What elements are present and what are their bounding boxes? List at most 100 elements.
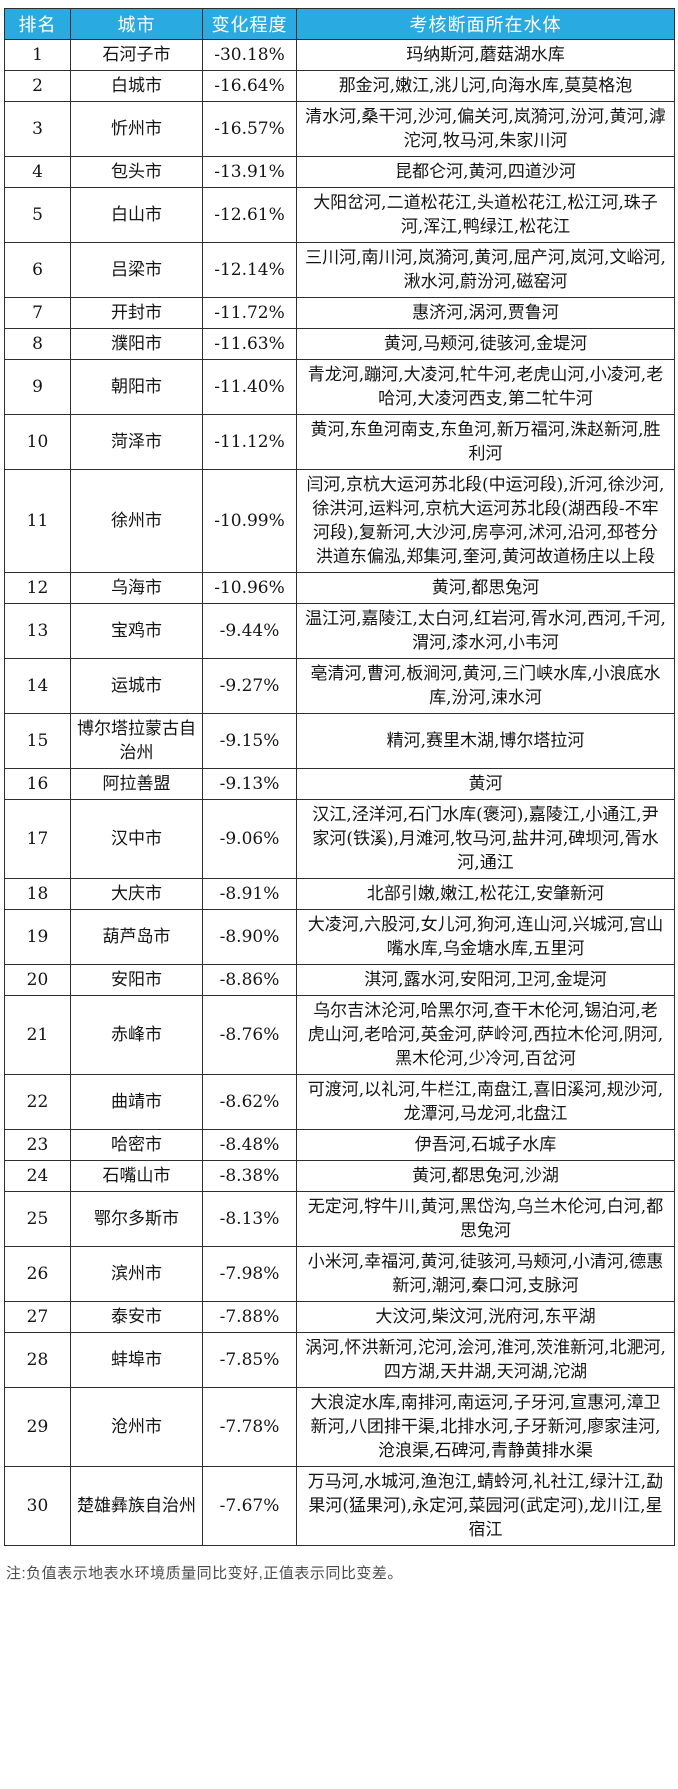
table-row: 18 大庆市 -8.91% 北部引嫩,嫩江,松花江,安肇新河 (4, 878, 675, 910)
table-row: 20 安阳市 -8.86% 淇河,露水河,安阳河,卫河,金堤河 (4, 964, 675, 996)
city-cell: 吕梁市 (70, 242, 203, 298)
city-cell: 宝鸡市 (70, 603, 203, 659)
waters-cell: 涡河,怀洪新河,沱河,浍河,淮河,茨淮新河,北淝河,四方湖,天井湖,天河湖,沱湖 (296, 1332, 675, 1388)
waters-cell: 北部引嫩,嫩江,松花江,安肇新河 (296, 878, 675, 910)
city-cell: 菏泽市 (70, 414, 203, 470)
waters-cell: 黄河,东鱼河南支,东鱼河,新万福河,洙赵新河,胜利河 (296, 414, 675, 470)
change-cell: -11.63% (202, 328, 297, 360)
change-cell: -10.96% (202, 572, 297, 604)
city-cell: 白山市 (70, 187, 203, 243)
change-cell: -7.67% (202, 1466, 297, 1546)
header-city: 城市 (70, 8, 203, 40)
change-cell: -16.64% (202, 70, 297, 102)
waters-cell: 乌尔吉沐沦河,哈黑尔河,查干木伦河,锡泊河,老虎山河,老哈河,英金河,萨岭河,西… (296, 995, 675, 1075)
table-row: 10 菏泽市 -11.12% 黄河,东鱼河南支,东鱼河,新万福河,洙赵新河,胜利… (4, 414, 675, 470)
rank-cell: 25 (4, 1191, 71, 1247)
rank-cell: 4 (4, 156, 71, 188)
change-cell: -8.90% (202, 909, 297, 965)
waters-cell: 温江河,嘉陵江,太白河,红岩河,胥水河,西河,千河,渭河,漆水河,小韦河 (296, 603, 675, 659)
city-cell: 博尔塔拉蒙古自治州 (70, 713, 203, 769)
city-cell: 阿拉善盟 (70, 768, 203, 800)
change-cell: -8.13% (202, 1191, 297, 1247)
rank-cell: 14 (4, 658, 71, 714)
table-row: 23 哈密市 -8.48% 伊吾河,石城子水库 (4, 1129, 675, 1161)
waters-cell: 闫河,京杭大运河苏北段(中运河段),沂河,徐沙河,徐洪河,运料河,京杭大运河苏北… (296, 469, 675, 573)
city-cell: 鄂尔多斯市 (70, 1191, 203, 1247)
table-row: 16 阿拉善盟 -9.13% 黄河 (4, 768, 675, 800)
waters-cell: 黄河,都思兔河 (296, 572, 675, 604)
table-row: 21 赤峰市 -8.76% 乌尔吉沐沦河,哈黑尔河,查干木伦河,锡泊河,老虎山河… (4, 995, 675, 1075)
city-cell: 忻州市 (70, 101, 203, 157)
rank-cell: 29 (4, 1387, 71, 1467)
table-row: 2 白城市 -16.64% 那金河,嫩江,洮儿河,向海水库,莫莫格泡 (4, 70, 675, 102)
rank-cell: 23 (4, 1129, 71, 1161)
change-cell: -9.27% (202, 658, 297, 714)
rank-cell: 15 (4, 713, 71, 769)
waters-cell: 惠济河,涡河,贾鲁河 (296, 297, 675, 329)
city-cell: 朝阳市 (70, 359, 203, 415)
city-cell: 葫芦岛市 (70, 909, 203, 965)
change-cell: -11.12% (202, 414, 297, 470)
city-cell: 石河子市 (70, 39, 203, 71)
rank-cell: 13 (4, 603, 71, 659)
header-rank: 排名 (4, 8, 71, 40)
change-cell: -13.91% (202, 156, 297, 188)
waters-cell: 小米河,幸福河,黄河,徒骇河,马颊河,小清河,德惠新河,潮河,秦口河,支脉河 (296, 1246, 675, 1302)
waters-cell: 昆都仑河,黄河,四道沙河 (296, 156, 675, 188)
change-cell: -7.78% (202, 1387, 297, 1467)
header-change: 变化程度 (202, 8, 297, 40)
city-cell: 滨州市 (70, 1246, 203, 1302)
waters-cell: 大浪淀水库,南排河,南运河,子牙河,宣惠河,漳卫新河,八团排干渠,北排水河,子牙… (296, 1387, 675, 1467)
change-cell: -12.14% (202, 242, 297, 298)
table-row: 3 忻州市 -16.57% 清水河,桑干河,沙河,偏关河,岚漪河,汾河,黄河,滹… (4, 101, 675, 157)
waters-cell: 黄河,马颊河,徒骇河,金堤河 (296, 328, 675, 360)
rank-cell: 19 (4, 909, 71, 965)
table-row: 5 白山市 -12.61% 大阳岔河,二道松花江,头道松花江,松江河,珠子河,浑… (4, 187, 675, 243)
rank-cell: 20 (4, 964, 71, 996)
table-row: 15 博尔塔拉蒙古自治州 -9.15% 精河,赛里木湖,博尔塔拉河 (4, 713, 675, 769)
waters-cell: 大凌河,六股河,女儿河,狗河,连山河,兴城河,宫山嘴水库,乌金塘水库,五里河 (296, 909, 675, 965)
city-cell: 濮阳市 (70, 328, 203, 360)
table-row: 8 濮阳市 -11.63% 黄河,马颊河,徒骇河,金堤河 (4, 328, 675, 360)
table-row: 17 汉中市 -9.06% 汉江,泾洋河,石门水库(褒河),嘉陵江,小通江,尹家… (4, 799, 675, 879)
rank-cell: 24 (4, 1160, 71, 1192)
waters-cell: 万马河,水城河,渔泡江,蜻蛉河,礼社江,绿汁江,勐果河(猛果河),永定河,菜园河… (296, 1466, 675, 1546)
rank-cell: 10 (4, 414, 71, 470)
waters-cell: 黄河 (296, 768, 675, 800)
city-cell: 沧州市 (70, 1387, 203, 1467)
waters-cell: 精河,赛里木湖,博尔塔拉河 (296, 713, 675, 769)
change-cell: -7.98% (202, 1246, 297, 1302)
footnote: 注:负值表示地表水环境质量同比变好,正值表示同比变差。 (6, 1565, 403, 1582)
rank-cell: 18 (4, 878, 71, 910)
waters-cell: 淇河,露水河,安阳河,卫河,金堤河 (296, 964, 675, 996)
rank-cell: 3 (4, 101, 71, 157)
waters-cell: 青龙河,蹦河,大凌河,牤牛河,老虎山河,小凌河,老哈河,大凌河西支,第二牤牛河 (296, 359, 675, 415)
waters-cell: 伊吾河,石城子水库 (296, 1129, 675, 1161)
change-cell: -30.18% (202, 39, 297, 71)
rank-cell: 5 (4, 187, 71, 243)
city-cell: 白城市 (70, 70, 203, 102)
waters-cell: 玛纳斯河,蘑菇湖水库 (296, 39, 675, 71)
table-row: 24 石嘴山市 -8.38% 黄河,都思兔河,沙湖 (4, 1160, 675, 1192)
header-waters: 考核断面所在水体 (296, 8, 675, 40)
table-row: 30 楚雄彝族自治州 -7.67% 万马河,水城河,渔泡江,蜻蛉河,礼社江,绿汁… (4, 1466, 675, 1546)
table-row: 13 宝鸡市 -9.44% 温江河,嘉陵江,太白河,红岩河,胥水河,西河,千河,… (4, 603, 675, 659)
change-cell: -9.15% (202, 713, 297, 769)
table-header: 排名 城市 变化程度 考核断面所在水体 (4, 8, 675, 40)
city-cell: 徐州市 (70, 469, 203, 573)
table-row: 19 葫芦岛市 -8.90% 大凌河,六股河,女儿河,狗河,连山河,兴城河,宫山… (4, 909, 675, 965)
rank-cell: 28 (4, 1332, 71, 1388)
waters-cell: 汉江,泾洋河,石门水库(褒河),嘉陵江,小通江,尹家河(铁溪),月滩河,牧马河,… (296, 799, 675, 879)
table-row: 25 鄂尔多斯市 -8.13% 无定河,牸牛川,黄河,黑岱沟,乌兰木伦河,白河,… (4, 1191, 675, 1247)
city-water-ranking-table: 排名 城市 变化程度 考核断面所在水体 1 石河子市 -30.18% 玛纳斯河,… (4, 8, 675, 1546)
change-cell: -16.57% (202, 101, 297, 157)
table-row: 12 乌海市 -10.96% 黄河,都思兔河 (4, 572, 675, 604)
change-cell: -8.48% (202, 1129, 297, 1161)
change-cell: -8.91% (202, 878, 297, 910)
rank-cell: 22 (4, 1074, 71, 1130)
table-row: 6 吕梁市 -12.14% 三川河,南川河,岚漪河,黄河,屈产河,岚河,文峪河,… (4, 242, 675, 298)
city-cell: 石嘴山市 (70, 1160, 203, 1192)
city-cell: 大庆市 (70, 878, 203, 910)
change-cell: -9.44% (202, 603, 297, 659)
table-body: 1 石河子市 -30.18% 玛纳斯河,蘑菇湖水库 2 白城市 -16.64% … (4, 39, 675, 1546)
